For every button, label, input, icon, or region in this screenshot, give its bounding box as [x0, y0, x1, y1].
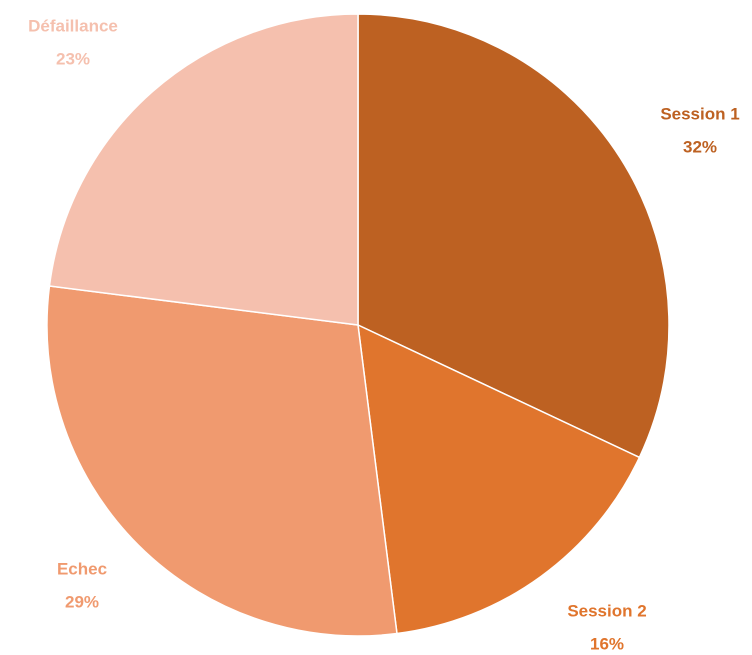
slice-label: Défaillance	[28, 16, 118, 35]
slice-label: Session 1	[660, 104, 739, 123]
slice-value-label: 29%	[65, 592, 99, 611]
pie-slice	[48, 13, 359, 326]
slice-label: Echec	[57, 559, 107, 578]
pie-slice	[46, 285, 398, 637]
pie-slice	[357, 323, 641, 635]
slice-value-label: 23%	[56, 49, 90, 68]
slice-label: Session 2	[567, 601, 646, 620]
slice-value-label: 16%	[590, 634, 624, 653]
pie-slice	[357, 13, 670, 459]
slice-value-label: 32%	[683, 137, 717, 156]
